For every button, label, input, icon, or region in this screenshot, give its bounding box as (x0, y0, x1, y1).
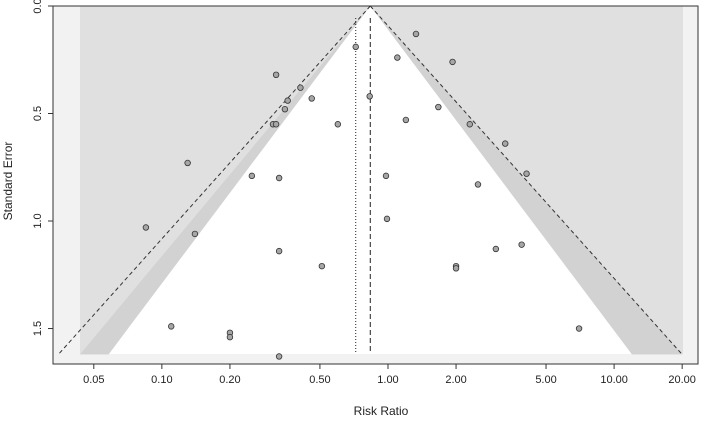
left-ci-line (58, 5, 371, 355)
x-tick-label: 0.05 (83, 374, 104, 386)
funnel-lines (58, 5, 683, 355)
study-point (412, 30, 420, 38)
funnel-regions (80, 6, 683, 355)
study-point (352, 43, 359, 51)
study-point (502, 140, 509, 147)
x-tick-label: 20.00 (668, 374, 696, 386)
study-point (275, 174, 283, 182)
study-point (474, 181, 482, 188)
right-ci-line (369, 5, 683, 355)
study-points (142, 30, 583, 360)
study-point (518, 241, 525, 248)
y-axis-title: Standard Error (1, 142, 15, 221)
y-tick-label: 0.0 (32, 0, 44, 14)
study-point (382, 172, 390, 180)
study-point (191, 230, 199, 238)
x-tick-label: 10.00 (600, 374, 628, 386)
x-axis-title: Risk Ratio (354, 404, 409, 418)
study-point (334, 121, 342, 128)
study-point (272, 121, 280, 128)
x-tick-label: 5.00 (535, 374, 556, 386)
x-tick-label: 2.00 (445, 374, 466, 386)
study-point (452, 265, 460, 272)
plot-frame (52, 5, 699, 365)
study-point (297, 84, 304, 91)
study-point (402, 116, 410, 124)
study-point (281, 106, 289, 113)
study-point (308, 95, 315, 102)
study-point (275, 353, 283, 360)
study-point (466, 121, 473, 128)
axes: 0.05 0.10 0.20 0.50 1.00 2.00 5.00 10.00 20.00 0.… (32, 0, 696, 386)
study-point (435, 103, 442, 111)
x-tick-label: 1.00 (377, 374, 398, 386)
study-point (184, 159, 191, 167)
study-point (383, 215, 391, 223)
x-tick-label: 0.20 (219, 374, 240, 386)
x-tick-label: 0.10 (151, 374, 172, 386)
y-tick-label: 0.5 (32, 106, 44, 121)
study-point (226, 333, 234, 341)
study-point (168, 323, 175, 330)
study-point (272, 71, 280, 79)
study-point (523, 170, 530, 177)
study-point (142, 224, 150, 231)
study-point (394, 54, 401, 61)
study-point (248, 172, 256, 180)
study-point (449, 58, 456, 66)
y-tick-label: 1.0 (32, 213, 44, 228)
y-tick-label: 1.5 (32, 321, 44, 336)
study-point (492, 245, 500, 253)
study-point (318, 262, 326, 270)
study-point (284, 97, 291, 104)
study-point (575, 325, 583, 332)
study-point (366, 93, 373, 100)
study-point (275, 247, 283, 255)
x-tick-label: 0.50 (309, 374, 330, 386)
